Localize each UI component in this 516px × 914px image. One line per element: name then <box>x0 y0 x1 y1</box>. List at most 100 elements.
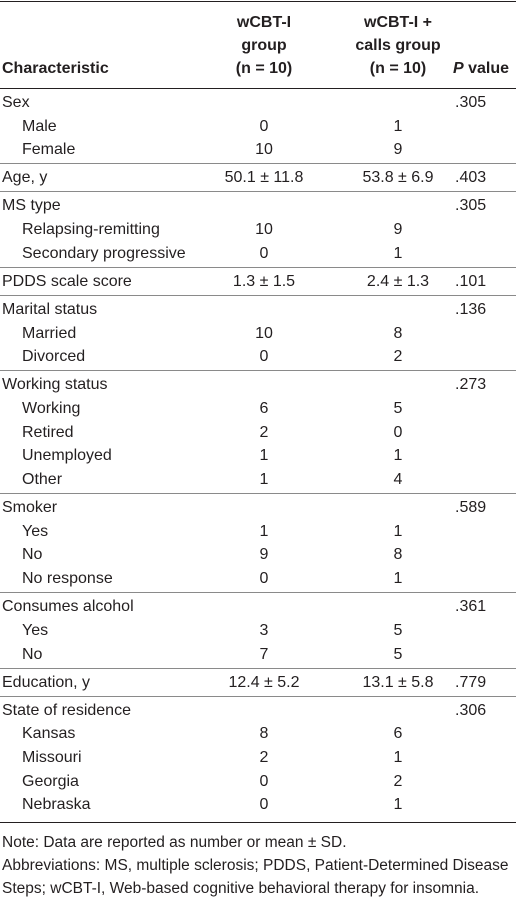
cell: 1 <box>393 748 403 766</box>
row-label: No response <box>22 570 113 588</box>
p-value: .306 <box>455 701 487 719</box>
row-label: Secondary progressive <box>22 244 186 262</box>
group-rule <box>0 493 516 494</box>
cell: 1 <box>393 570 403 588</box>
row-label: Divorced <box>22 348 86 366</box>
header: P value <box>453 59 509 79</box>
row-label: Yes <box>22 522 49 540</box>
p-value: .273 <box>455 376 487 394</box>
p-value: .779 <box>455 673 487 691</box>
header-rule <box>0 88 516 89</box>
cell: 1 <box>259 522 269 540</box>
cell: 2 <box>393 348 403 366</box>
cell: 10 <box>255 221 273 239</box>
group-rule <box>0 695 516 697</box>
note: Abbreviations: MS, multiple sclerosis; P… <box>2 857 509 897</box>
header: (n = 10) <box>369 60 427 77</box>
group-rule <box>0 294 516 296</box>
cell: 9 <box>393 141 403 159</box>
row-label: Missouri <box>22 748 82 766</box>
cell: 3 <box>259 621 269 639</box>
note: Note: Data are reported as number or mea… <box>2 834 347 851</box>
cell: 0 <box>393 423 403 441</box>
cell: 50.1 ± 11.8 <box>224 169 304 187</box>
cell: 12.4 ± 5.2 <box>228 673 300 691</box>
p-value: .589 <box>455 499 487 516</box>
cell: 2 <box>259 748 269 766</box>
cell: 4 <box>393 471 403 488</box>
row-label: Marital status <box>2 300 98 318</box>
cell: 2 <box>259 423 269 441</box>
cell: 1 <box>393 447 403 465</box>
row-label: State of residence <box>2 701 131 719</box>
group-rule <box>0 667 516 669</box>
group-rule <box>0 592 516 594</box>
cell: 53.8 ± 6.9 <box>362 169 434 187</box>
cell: 8 <box>393 546 403 564</box>
header: wCBT-I <box>236 14 292 31</box>
bottom-rule <box>0 822 516 824</box>
row-label: Male <box>22 117 57 135</box>
cell: 9 <box>259 546 269 564</box>
row-label: Female <box>22 141 76 159</box>
cell: 1 <box>393 117 403 135</box>
row-label: Yes <box>22 621 49 639</box>
row-label: Nebraska <box>22 796 91 814</box>
notes: Note: Data are reported as number or mea… <box>2 831 514 900</box>
cell: 0 <box>259 348 269 366</box>
header: group <box>241 37 287 54</box>
cell: 1 <box>259 447 269 465</box>
cell: 5 <box>393 645 403 663</box>
row-label: PDDS scale score <box>2 272 132 290</box>
header: (n = 10) <box>235 60 293 77</box>
cell: 1 <box>393 796 403 814</box>
row-label: Relapsing-remitting <box>22 221 160 239</box>
row-label: Consumes alcohol <box>2 598 134 616</box>
cell: 10 <box>255 324 273 342</box>
p-value: .101 <box>455 272 487 290</box>
cell: 1 <box>259 471 269 488</box>
group-rule <box>0 370 516 372</box>
row-label: Kansas <box>22 725 76 743</box>
cell: 6 <box>393 725 403 743</box>
cell: 0 <box>259 772 269 790</box>
p-value: .403 <box>455 169 487 187</box>
top-rule <box>0 1 516 2</box>
row-label: Georgia <box>22 772 79 790</box>
group-rule <box>0 266 516 268</box>
header: value <box>468 60 510 77</box>
cell: 1.3 ± 1.5 <box>232 272 296 290</box>
row-label: Unemployed <box>22 447 112 465</box>
cell: 2 <box>393 772 403 790</box>
row-label: Working status <box>2 376 108 394</box>
cell: 0 <box>259 570 269 588</box>
row-label: Smoker <box>2 499 58 516</box>
row-label: MS type <box>2 197 61 215</box>
cell: 8 <box>393 324 403 342</box>
row-label: No <box>22 546 43 564</box>
header: calls group <box>355 37 441 54</box>
p-value: .361 <box>455 598 487 616</box>
header: Characteristic <box>2 60 109 77</box>
cell: 1 <box>393 244 403 262</box>
cell: 5 <box>393 621 403 639</box>
row-label: Retired <box>22 423 74 441</box>
cell: 0 <box>259 117 269 135</box>
cell: 7 <box>259 645 269 663</box>
row-label: Other <box>22 471 63 488</box>
cell: 5 <box>393 399 403 417</box>
p-value: .136 <box>455 300 487 318</box>
row-label: No <box>22 645 43 663</box>
header-italic: P <box>453 60 464 77</box>
cell: 0 <box>259 796 269 814</box>
group-rule <box>0 163 516 165</box>
row-label: Sex <box>2 94 30 111</box>
cell: 9 <box>393 221 403 239</box>
p-value: .305 <box>455 197 487 215</box>
p-value: .305 <box>455 94 487 111</box>
cell: 6 <box>259 399 269 417</box>
cell: 0 <box>259 244 269 262</box>
header: wCBT-I + <box>363 14 433 31</box>
row-label: Age, y <box>2 169 48 187</box>
row-label: Working <box>22 399 81 417</box>
